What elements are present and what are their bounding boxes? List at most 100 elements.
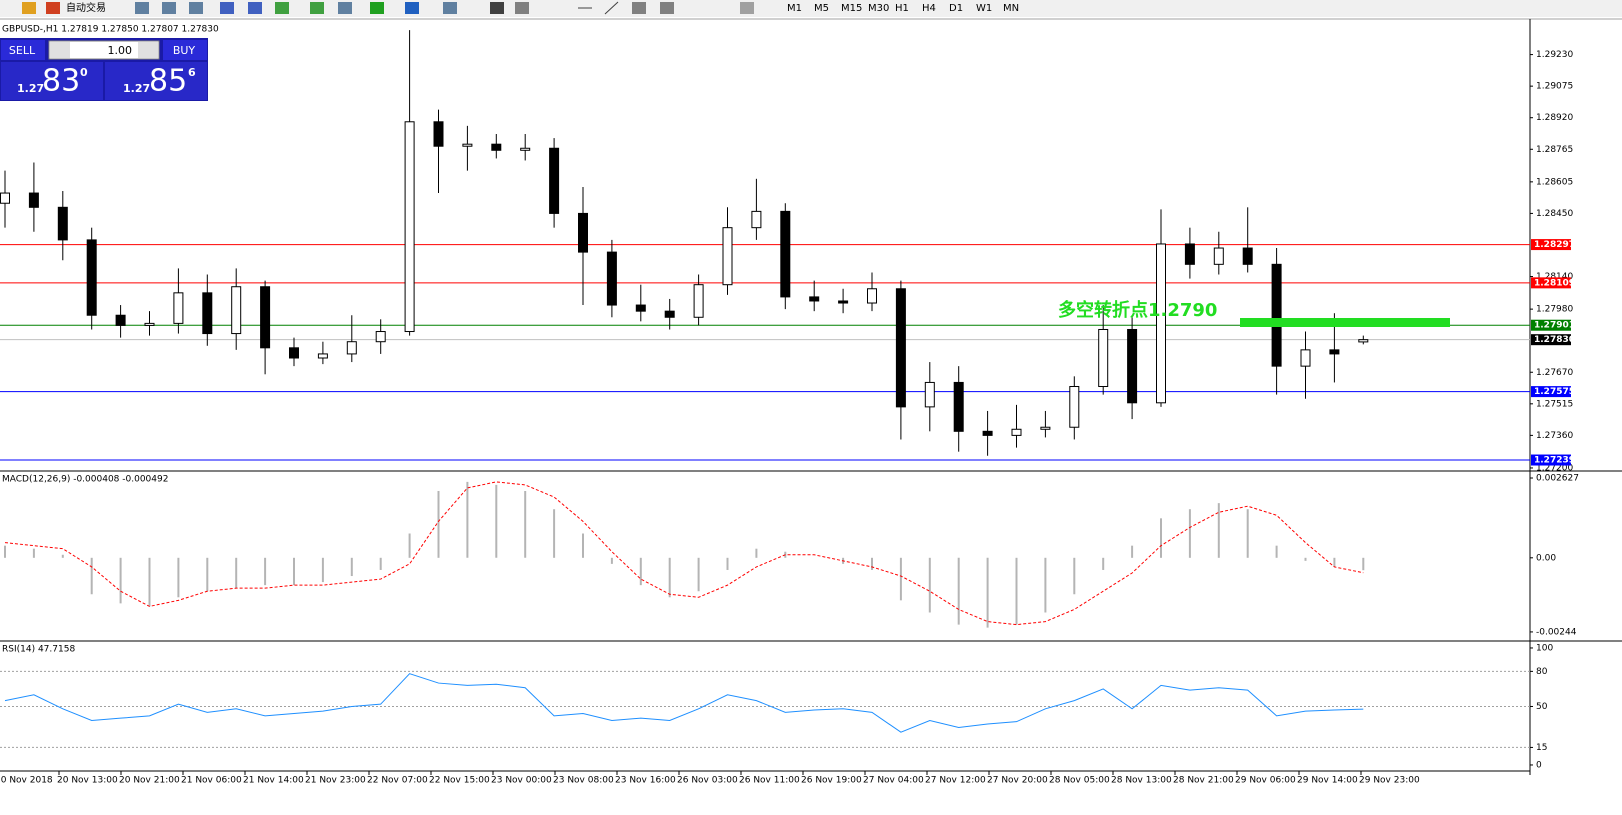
icon[interactable] — [338, 2, 352, 14]
icon[interactable] — [46, 2, 60, 14]
level-label: 1.27575 — [1534, 387, 1575, 397]
pane-title: RSI(14) 47.7158 — [2, 645, 75, 655]
timeframe-button[interactable]: W1 — [976, 3, 992, 14]
toolbar-bg — [0, 0, 1622, 17]
timeframe-button[interactable]: H1 — [895, 3, 909, 14]
buy-button[interactable] — [163, 40, 207, 60]
x-tick-label: 29 Nov 14:00 — [1297, 776, 1358, 786]
x-tick-label: 27 Nov 20:00 — [987, 776, 1048, 786]
candle-body — [57, 206, 68, 241]
level-label-bg — [1531, 454, 1571, 466]
trade-panel: SELL 1.00 BUY 1.27 83 0 1.27 85 6 — [0, 38, 208, 101]
candle-body — [664, 310, 675, 318]
x-tick-label: 26 Nov 19:00 — [801, 776, 862, 786]
x-tick-label: 21 Nov 23:00 — [305, 776, 366, 786]
icon[interactable] — [660, 2, 674, 14]
x-tick-label: 28 Nov 13:00 — [1111, 776, 1172, 786]
annotation-bar — [1240, 318, 1450, 327]
y-tick-label: 1.28450 — [1536, 209, 1573, 219]
x-tick-label: 23 Nov 08:00 — [553, 776, 614, 786]
icon[interactable] — [490, 2, 504, 14]
candle-body — [1098, 328, 1109, 388]
icon[interactable] — [135, 2, 149, 14]
buy-price-big: 1.27 — [123, 82, 150, 95]
timeframe-button[interactable]: D1 — [949, 3, 963, 14]
icon[interactable] — [310, 2, 324, 14]
icon[interactable] — [515, 2, 529, 14]
auto-trading[interactable]: 自动交易 — [66, 1, 106, 14]
y-tick-label: 1.28920 — [1536, 113, 1573, 123]
sell-label[interactable]: SELL — [9, 44, 36, 57]
candle-body — [1358, 339, 1369, 343]
candle-body — [1127, 328, 1138, 404]
candle-body — [751, 210, 762, 229]
candle-body — [1213, 247, 1224, 265]
lots-up[interactable] — [138, 42, 158, 58]
icon[interactable] — [604, 1, 619, 15]
timeframe-button[interactable]: M15 — [841, 3, 862, 14]
lots-value[interactable]: 1.00 — [108, 44, 133, 57]
y-tick-label: 15 — [1536, 743, 1547, 753]
x-tick-label: 21 Nov 14:00 — [243, 776, 304, 786]
y-tick-label: 1.28605 — [1536, 177, 1573, 187]
sell-button[interactable] — [1, 40, 45, 60]
candle-body — [549, 147, 560, 214]
candle-body — [462, 143, 473, 147]
timeframe-button[interactable]: M5 — [814, 3, 829, 14]
icon[interactable] — [22, 2, 36, 14]
candle-body — [780, 210, 791, 298]
candle-body — [0, 192, 10, 204]
candle-body — [1329, 349, 1340, 355]
buy-label[interactable]: BUY — [173, 44, 196, 57]
level-label-bg — [1531, 239, 1571, 251]
icon[interactable] — [443, 2, 457, 14]
candle-body — [895, 288, 906, 408]
buy-price-pips: 85 — [149, 64, 187, 99]
sell-price-pips: 83 — [42, 64, 80, 99]
candle-body — [635, 304, 646, 312]
icon[interactable] — [632, 2, 646, 14]
annotation: 多空转折点1.2790 — [1058, 299, 1217, 321]
icon[interactable] — [220, 2, 234, 14]
level-label: 1.28297 — [1534, 240, 1575, 250]
candle-body — [1011, 428, 1022, 436]
price-pane: 1.29230 1.29075 1.28920 1.28765 1.28605 1.284… — [0, 19, 1622, 786]
candle-body — [317, 353, 328, 359]
icon[interactable] — [275, 2, 289, 14]
candle-body — [433, 121, 444, 147]
icon[interactable] — [405, 2, 419, 14]
y-tick-label: 80 — [1536, 667, 1548, 677]
y-tick-label: 1.28140 — [1536, 272, 1573, 282]
icon[interactable] — [370, 2, 384, 14]
timeframe-button[interactable]: H4 — [922, 3, 936, 14]
x-tick-label: 26 Nov 03:00 — [677, 776, 738, 786]
timeframe-button[interactable]: MN — [1003, 3, 1019, 14]
pane-title: MACD(12,26,9) -0.000408 -0.000492 — [2, 475, 168, 485]
candle-body — [606, 251, 617, 306]
candle-body — [202, 292, 213, 335]
buy-price-box[interactable] — [105, 62, 207, 100]
candle-body — [346, 341, 357, 355]
candle-body — [722, 227, 733, 286]
toolbar: 自动交易 M1 M5 M15 M30 H1 H4 D1 W1 MN — [0, 0, 1622, 17]
candle-body — [1271, 263, 1282, 367]
candle-body — [838, 300, 849, 304]
x-tick-label: 28 Nov 05:00 — [1049, 776, 1110, 786]
sell-price-box[interactable] — [1, 62, 103, 100]
icon[interactable] — [248, 2, 262, 14]
x-tick-label: 20 Nov 21:00 — [119, 776, 180, 786]
lots-input[interactable] — [48, 40, 160, 60]
icon[interactable] — [162, 2, 176, 14]
candle-body — [1184, 243, 1195, 265]
x-tick-label: 28 Nov 21:00 — [1173, 776, 1234, 786]
lots-down[interactable] — [50, 42, 70, 58]
candle-body — [28, 192, 39, 208]
x-tick-label: 22 Nov 15:00 — [429, 776, 490, 786]
icon[interactable] — [189, 2, 203, 14]
icon[interactable] — [740, 2, 754, 14]
timeframe-button[interactable]: M1 — [787, 3, 802, 14]
candle-body — [375, 331, 386, 343]
candle-body — [520, 147, 531, 151]
timeframe-button[interactable]: M30 — [868, 3, 889, 14]
